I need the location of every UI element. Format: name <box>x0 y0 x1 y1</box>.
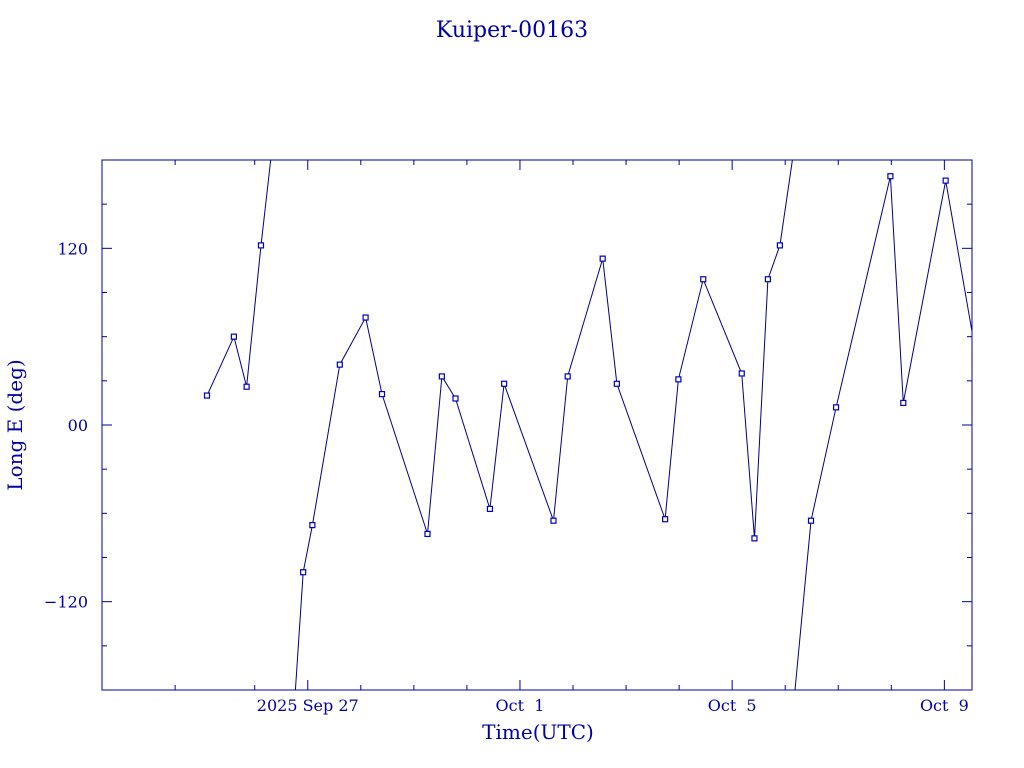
y-tick-label: 00 <box>68 416 88 435</box>
y-tick-label: −120 <box>44 593 88 612</box>
data-point <box>942 177 949 184</box>
data-point <box>776 242 783 249</box>
x-tick-label: Oct 9 <box>920 696 969 715</box>
data-point <box>764 276 772 283</box>
data-point <box>900 399 907 407</box>
data-point <box>1001 384 1006 389</box>
series-line <box>294 160 793 690</box>
data-point <box>309 522 316 529</box>
x-axis-label: Time(UTC) <box>482 720 594 744</box>
data-point <box>613 380 620 387</box>
plot-frame <box>101 159 973 691</box>
data-point <box>550 517 557 524</box>
data-point <box>887 173 894 180</box>
data-point <box>230 333 237 340</box>
series-line <box>794 176 972 690</box>
data-point <box>243 383 250 390</box>
data-point <box>738 370 745 377</box>
y-axis-label: Long E (deg) <box>3 359 27 490</box>
data-point <box>300 569 307 576</box>
data-point <box>257 242 265 249</box>
y-tick-label: 120 <box>57 239 88 258</box>
data-point <box>662 516 669 523</box>
data-point <box>438 373 445 380</box>
x-tick-labels: 2025 Sep 27 Oct 1 Oct 5 Oct 9 <box>257 696 969 715</box>
data-point <box>700 276 707 283</box>
data-point <box>378 390 386 398</box>
data-point <box>599 255 606 262</box>
axis-ticks <box>102 160 972 690</box>
data-point <box>564 373 571 380</box>
data-point <box>452 395 459 402</box>
chart-title: Kuiper-00163 <box>436 18 588 43</box>
data-point <box>336 361 343 368</box>
data-point <box>362 314 369 321</box>
data-point <box>974 358 979 363</box>
y-tick-labels: 120 00 −120 <box>44 239 88 611</box>
data-point <box>807 517 815 524</box>
data-point <box>424 530 431 538</box>
data-point <box>751 535 758 542</box>
x-tick-label: Oct 5 <box>708 696 757 715</box>
data-point <box>486 505 494 513</box>
data-point <box>675 376 682 383</box>
x-tick-label: Oct 1 <box>496 696 545 715</box>
data-point <box>501 380 508 387</box>
series-group <box>203 160 1006 690</box>
x-tick-label: 2025 Sep 27 <box>257 696 359 715</box>
data-point <box>832 404 840 411</box>
series-line <box>206 160 272 396</box>
series <box>203 160 1006 690</box>
data-point <box>203 392 211 399</box>
